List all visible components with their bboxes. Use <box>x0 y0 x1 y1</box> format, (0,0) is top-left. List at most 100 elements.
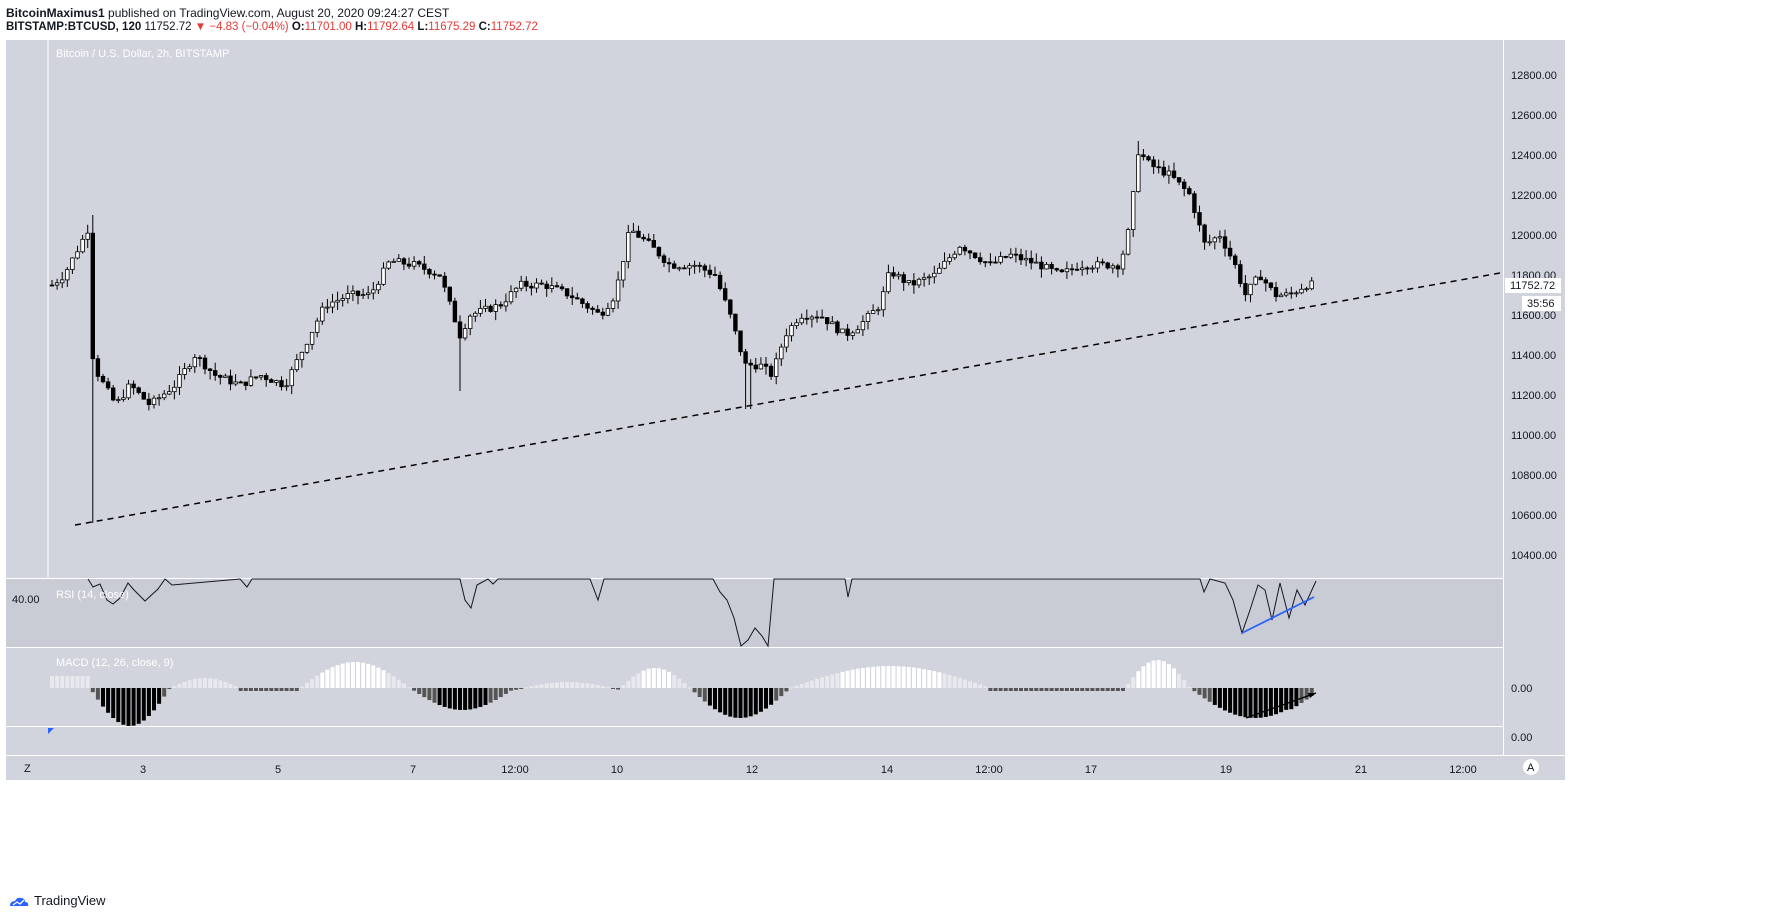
rsi-pane[interactable] <box>6 579 1503 647</box>
candle-up <box>774 358 779 377</box>
macd-bar <box>483 688 488 705</box>
macd-bar <box>1233 688 1238 715</box>
candle-up <box>330 301 335 308</box>
candle-down <box>1049 263 1054 269</box>
candle-down <box>753 364 758 370</box>
time-axis[interactable] <box>6 756 1565 780</box>
corner-right-label[interactable]: A <box>1527 762 1535 774</box>
candle-up <box>1034 261 1039 264</box>
auto-scale-button[interactable] <box>1523 759 1539 775</box>
candle-up <box>952 253 957 259</box>
candle-down <box>891 272 896 277</box>
macd-bar <box>1044 688 1049 691</box>
candle-down <box>661 255 667 263</box>
macd-bar <box>927 670 932 688</box>
candle-down <box>1289 292 1294 295</box>
candle-down <box>1069 268 1075 271</box>
macd-bar <box>835 673 840 688</box>
candle-down <box>202 357 208 370</box>
candle-down <box>646 238 651 241</box>
macd-bar <box>294 688 299 691</box>
macd-bar <box>269 688 274 691</box>
candle-down <box>962 246 968 252</box>
arrow-head-icon <box>1308 693 1316 698</box>
candle-up <box>223 375 228 378</box>
candle-down <box>656 246 662 257</box>
macd-zero-tick: 0.00 <box>1511 683 1532 695</box>
last-price-badge <box>1505 278 1561 293</box>
close-value: 11752.72 <box>490 21 538 33</box>
macd-bar <box>177 683 182 688</box>
candle-up <box>1044 263 1049 270</box>
macd-bar <box>794 685 799 688</box>
macd-bar <box>417 688 422 694</box>
macd-bar <box>452 688 457 710</box>
price-axis[interactable] <box>1503 40 1565 755</box>
macd-bar <box>223 681 228 688</box>
macd-bar <box>667 671 672 688</box>
macd-bar <box>820 677 825 688</box>
candle-down <box>416 261 422 265</box>
high-label: H: <box>354 21 368 33</box>
macd-bar <box>534 685 539 688</box>
candle-down <box>835 321 840 334</box>
candle-up <box>161 393 167 399</box>
candle-up <box>830 321 835 325</box>
macd-bar <box>692 688 697 693</box>
macd-bar <box>1304 688 1309 700</box>
candle-up <box>156 397 162 400</box>
candle-up <box>335 299 340 303</box>
candle-down <box>279 380 284 388</box>
candle-down <box>707 269 713 275</box>
candle-down <box>702 265 707 271</box>
macd-bar <box>1121 688 1125 691</box>
candle-up <box>1136 154 1141 193</box>
candle-down <box>401 258 407 265</box>
macd-bar <box>723 688 728 715</box>
corner-left-label[interactable]: Z <box>24 763 31 775</box>
candle-up <box>513 287 519 293</box>
candle-up <box>1253 276 1258 285</box>
candle-up <box>916 278 922 286</box>
macd-divergence-arrow[interactable] <box>1245 692 1317 719</box>
macd-bar <box>753 688 758 715</box>
macd-bar <box>876 666 881 688</box>
macd-bar <box>580 682 585 688</box>
macd-bar <box>498 688 503 698</box>
macd-bar <box>1156 660 1161 688</box>
candle-down <box>136 387 141 393</box>
tradingview-logo[interactable]: TradingView <box>8 893 106 908</box>
candlestick-series <box>49 141 1314 523</box>
price-pane[interactable] <box>6 40 1503 578</box>
macd-bar <box>401 683 406 688</box>
macd-bar <box>340 663 345 688</box>
macd-bar <box>1019 688 1023 691</box>
candle-up <box>932 272 937 278</box>
macd-bar <box>830 674 835 688</box>
macd-bar <box>784 688 789 692</box>
macd-bar <box>1284 688 1289 710</box>
candle-up <box>54 282 60 286</box>
candle-down <box>544 283 549 289</box>
macd-bar <box>152 688 156 711</box>
macd-bar <box>259 688 264 691</box>
candle-up <box>1095 261 1100 269</box>
candle-up <box>1217 236 1223 239</box>
candle-up <box>284 385 289 388</box>
candle-down <box>967 250 973 254</box>
macd-bar <box>641 670 646 688</box>
candle-down <box>1100 261 1105 264</box>
candle-up <box>60 279 65 284</box>
author-name[interactable]: BitcoinMaximus1 <box>6 6 105 20</box>
macd-bar <box>886 666 891 688</box>
macd-bar <box>90 688 95 693</box>
rsi-divergence-line[interactable] <box>1241 596 1315 634</box>
macd-bar <box>825 675 830 688</box>
candle-up <box>493 304 498 312</box>
candle-up <box>381 267 386 285</box>
candle-down <box>524 280 529 287</box>
candle-down <box>1238 264 1243 284</box>
candle-up <box>503 301 509 307</box>
candle-down <box>1268 282 1274 288</box>
